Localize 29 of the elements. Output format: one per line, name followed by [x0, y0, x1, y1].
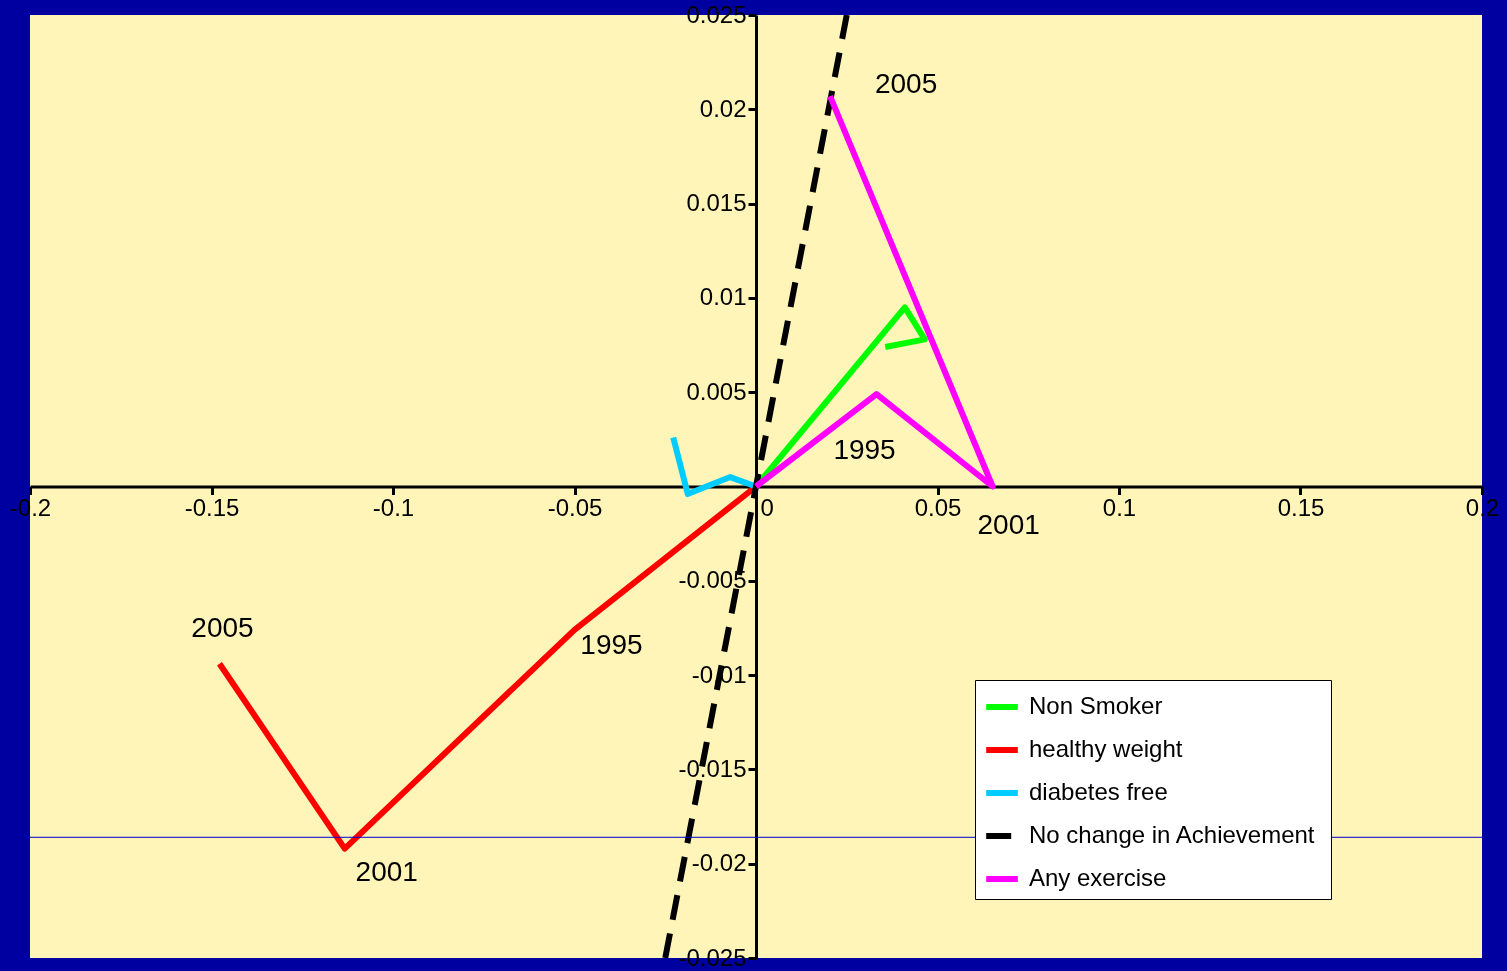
legend-label: diabetes free: [1029, 778, 1168, 805]
y-tick-label: 0.005: [686, 377, 747, 405]
x-tick-label: 0.1: [1102, 494, 1137, 521]
annotation: 2001: [355, 855, 418, 887]
x-tick-label: 0.05: [914, 494, 962, 521]
y-tick-label: 0.02: [699, 94, 747, 122]
x-tick-label: 0.15: [1277, 494, 1325, 521]
annotation: 2005: [874, 68, 938, 100]
legend-label: Non Smoker: [1029, 692, 1163, 719]
legend-label: Any exercise: [1029, 864, 1167, 891]
annotation: 2005: [191, 611, 254, 643]
legend-label: healthy weight: [1029, 735, 1183, 762]
x-tick-label: -0.2: [9, 494, 52, 521]
x-tick-label: 0: [760, 494, 774, 521]
x-tick-label: -0.05: [547, 494, 603, 521]
y-tick-label: -0.02: [691, 849, 747, 877]
annotation: 1995: [833, 434, 896, 466]
y-tick-label: 0.015: [686, 189, 747, 217]
x-tick-label: -0.15: [184, 494, 240, 521]
annotation: 2001: [977, 508, 1040, 540]
y-tick-label: 0.025: [686, 0, 747, 28]
y-tick-label: 0.01: [699, 283, 747, 311]
x-tick-label: 0.2: [1465, 494, 1500, 521]
legend-label: No change in Achievement: [1029, 821, 1315, 848]
annotation: 1995: [580, 628, 643, 660]
y-tick-label: -0.025: [678, 943, 747, 971]
y-tick-label: -0.015: [678, 754, 747, 782]
x-tick-label: -0.1: [372, 494, 415, 521]
y-tick-label: -0.005: [678, 566, 747, 594]
